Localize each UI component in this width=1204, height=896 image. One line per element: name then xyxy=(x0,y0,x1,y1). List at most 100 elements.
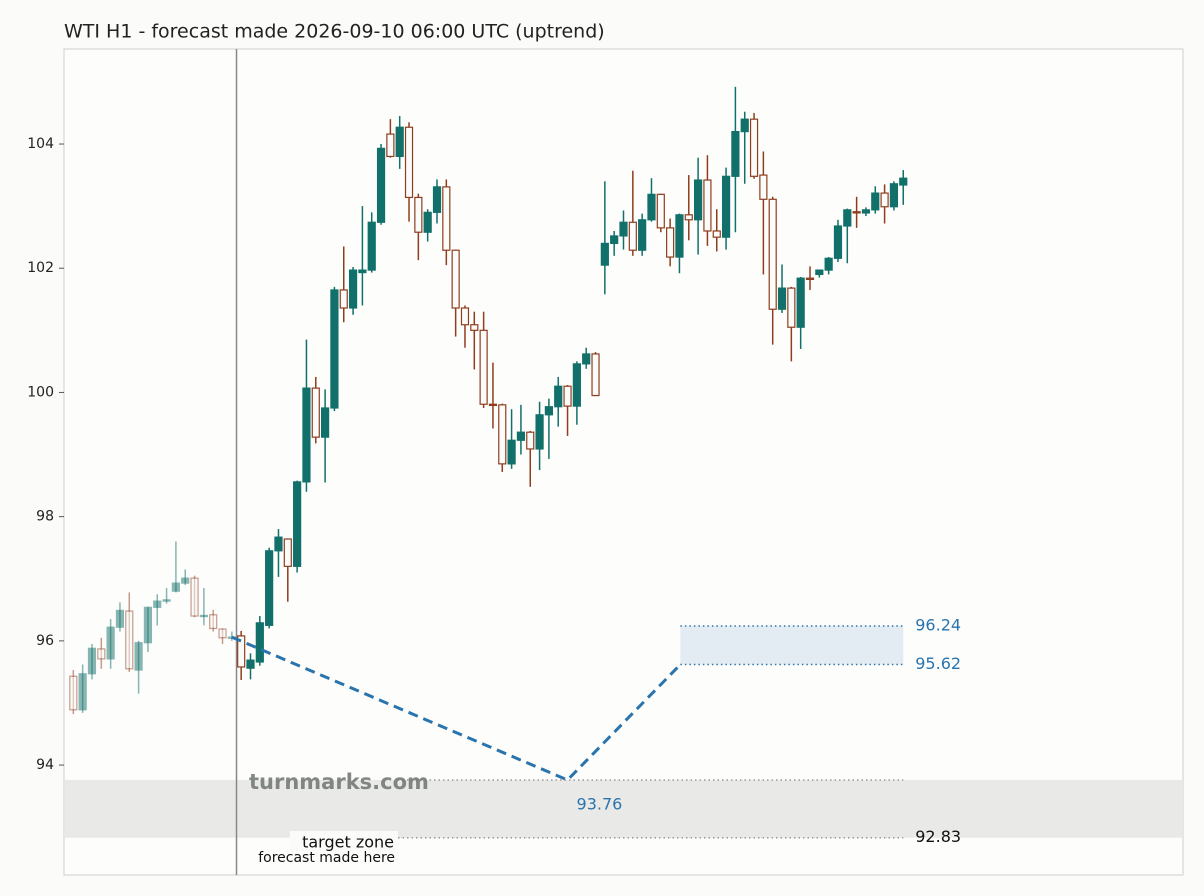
candle-body xyxy=(414,196,423,233)
candle-body xyxy=(115,609,125,628)
candle-body xyxy=(582,353,591,365)
candle-body xyxy=(805,277,815,281)
candle-body xyxy=(703,179,712,232)
candle-body xyxy=(852,211,861,214)
candle-body xyxy=(78,673,87,711)
candle-body xyxy=(675,214,684,258)
forecast-made-label: forecast made here xyxy=(258,850,395,866)
candle-body xyxy=(367,221,376,271)
y-tick-label: 98 xyxy=(36,509,54,525)
forecast-band-label: 95.62 xyxy=(915,654,961,673)
candle-body xyxy=(638,219,647,251)
candle-body xyxy=(348,269,358,309)
candle-body xyxy=(693,179,703,221)
candle-body xyxy=(684,214,693,221)
candle-body xyxy=(246,659,255,669)
candle-body xyxy=(479,329,488,405)
candle-body xyxy=(899,177,908,186)
candle-body xyxy=(190,577,199,617)
candle-body xyxy=(731,131,740,177)
candle-body xyxy=(423,211,432,233)
candle-body xyxy=(656,193,665,229)
candle-body xyxy=(153,600,162,608)
candle-body xyxy=(833,225,843,259)
candle-body xyxy=(600,242,609,266)
candle-body xyxy=(787,287,796,328)
candle-body xyxy=(721,175,731,238)
candle-body xyxy=(134,642,143,671)
candle-body xyxy=(181,577,190,584)
candle-body xyxy=(209,614,218,630)
candle-body xyxy=(619,221,628,237)
candle-body xyxy=(526,431,535,450)
candle-body xyxy=(106,626,115,660)
candle-body xyxy=(274,536,283,552)
candle-body xyxy=(451,249,460,309)
forecast-band-label: 96.24 xyxy=(915,615,961,634)
candle-body xyxy=(712,230,721,238)
candle-body xyxy=(293,481,302,567)
y-tick-label: 94 xyxy=(36,757,54,773)
candle-body xyxy=(563,385,572,407)
candle-body xyxy=(889,183,899,208)
candle-body xyxy=(507,439,516,465)
candle-body xyxy=(516,431,526,441)
candle-body xyxy=(880,192,889,208)
candle-body xyxy=(488,403,498,407)
candle-body xyxy=(572,363,581,407)
candle-body xyxy=(386,133,395,158)
candle-body xyxy=(442,186,451,251)
forecast-line xyxy=(231,635,682,782)
candle-body xyxy=(777,287,787,310)
candle-body xyxy=(199,614,208,618)
candle-body xyxy=(237,635,246,668)
candle-body xyxy=(265,550,274,626)
candle-body xyxy=(843,209,852,227)
candle-body xyxy=(740,118,749,133)
candle-body xyxy=(460,307,470,326)
forecast-low-label: 93.76 xyxy=(577,794,623,813)
forecast-band xyxy=(680,625,904,665)
candle-body xyxy=(339,289,348,309)
plot-area xyxy=(63,48,1184,876)
candle-body xyxy=(87,647,97,675)
candle-body xyxy=(255,622,264,663)
candle-body xyxy=(330,289,339,409)
candle-body xyxy=(470,324,479,331)
y-tick-label: 102 xyxy=(27,260,54,276)
candle-body xyxy=(404,126,414,199)
candle-body xyxy=(749,118,759,177)
candle-body xyxy=(125,610,134,670)
candle-body xyxy=(376,147,386,223)
target-zone-value: 92.83 xyxy=(915,827,961,846)
y-tick-label: 96 xyxy=(36,633,54,649)
y-tick-label: 100 xyxy=(27,384,54,400)
candle-body xyxy=(824,257,833,271)
candle-body xyxy=(358,269,367,274)
candle-body xyxy=(647,193,656,221)
candle-body xyxy=(302,387,311,483)
candle-body xyxy=(610,235,619,244)
candle-body xyxy=(432,186,442,213)
candle-body xyxy=(628,221,637,251)
candle-body xyxy=(395,126,404,158)
y-tick-label: 104 xyxy=(27,136,54,152)
candle-body xyxy=(162,599,171,602)
candle-body xyxy=(535,414,544,450)
label-bg xyxy=(290,831,398,851)
candle-body xyxy=(544,406,554,416)
candle-body xyxy=(666,227,675,258)
candle-body xyxy=(591,353,600,397)
chart-title: WTI H1 - forecast made 2026-09-10 06:00 … xyxy=(64,21,605,43)
candle-body xyxy=(311,387,320,438)
candle-body xyxy=(69,675,78,711)
candle-body xyxy=(171,582,180,592)
candle-body xyxy=(768,198,777,310)
candle-body xyxy=(321,407,330,438)
candle-body xyxy=(815,269,824,276)
candle-body xyxy=(97,648,106,660)
candle-body xyxy=(554,385,563,408)
candle-body xyxy=(218,628,227,639)
candle-body xyxy=(796,277,805,328)
